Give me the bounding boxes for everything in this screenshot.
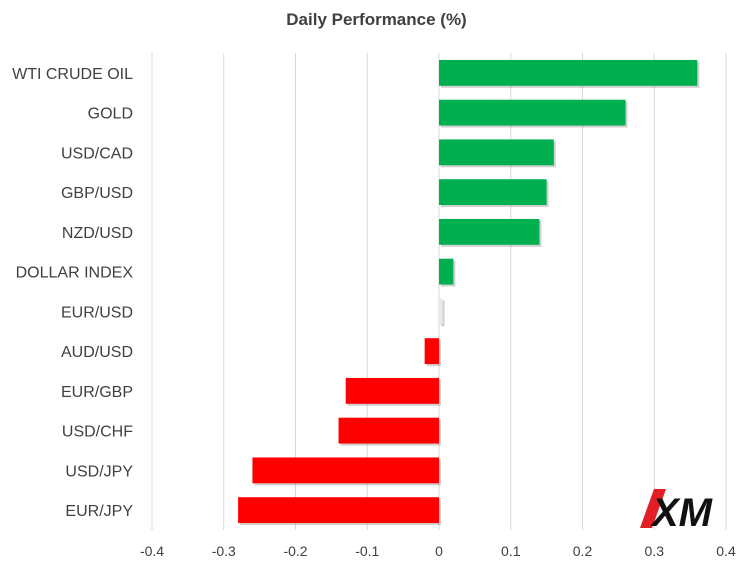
category-label: USD/JPY <box>65 463 133 480</box>
bar-gold <box>439 99 626 126</box>
category-labels: WTI CRUDE OIL GOLD USD/CAD GBP/USD NZD/USD DO… <box>12 66 133 520</box>
gridlines <box>151 53 727 530</box>
x-tick-label: 0.2 <box>573 543 593 559</box>
category-label: USD/CHF <box>62 424 133 441</box>
x-tick-label: 0.4 <box>716 543 736 559</box>
category-label: GBP/USD <box>61 185 133 202</box>
bar-eur-jpy <box>238 497 439 524</box>
bar-wti-crude-oil <box>439 59 698 86</box>
x-tick-label: 0 <box>435 543 443 559</box>
category-label: WTI CRUDE OIL <box>12 66 133 83</box>
bar-gbp-usd <box>439 179 547 206</box>
x-tick-label: 0.1 <box>501 543 521 559</box>
xm-logo: XM <box>640 489 714 535</box>
bar-usd-chf <box>338 417 439 444</box>
x-tick-label: 0.3 <box>645 543 665 559</box>
bar-shadow <box>441 300 445 327</box>
category-label: AUD/USD <box>61 344 133 361</box>
category-label: DOLLAR INDEX <box>16 265 134 282</box>
bar-aud-usd <box>424 338 439 365</box>
category-label: NZD/USD <box>62 225 133 242</box>
category-label: GOLD <box>88 106 133 123</box>
bars <box>238 59 700 526</box>
logo-accent-shape <box>640 489 666 528</box>
chart-title: Daily Performance (%) <box>286 10 467 29</box>
bar-usd-jpy <box>252 457 439 484</box>
x-tick-labels: -0.4 -0.3 -0.2 -0.1 0 0.1 0.2 0.3 0.4 <box>140 543 736 559</box>
category-label: EUR/GBP <box>61 384 133 401</box>
category-label: USD/CAD <box>61 145 133 162</box>
x-tick-label: -0.2 <box>283 543 307 559</box>
bar-nzd-usd <box>439 218 540 245</box>
x-tick-label: -0.4 <box>140 543 164 559</box>
category-label: EUR/USD <box>61 304 133 321</box>
x-tick-label: -0.1 <box>355 543 379 559</box>
x-tick-label: -0.3 <box>212 543 236 559</box>
bar-usd-cad <box>439 139 554 166</box>
bar-dollar-index <box>439 258 454 285</box>
category-label: EUR/JPY <box>65 503 133 520</box>
bar-eur-gbp <box>345 377 439 404</box>
logo-text: XM <box>650 491 714 535</box>
bar-eur-usd <box>439 298 443 325</box>
